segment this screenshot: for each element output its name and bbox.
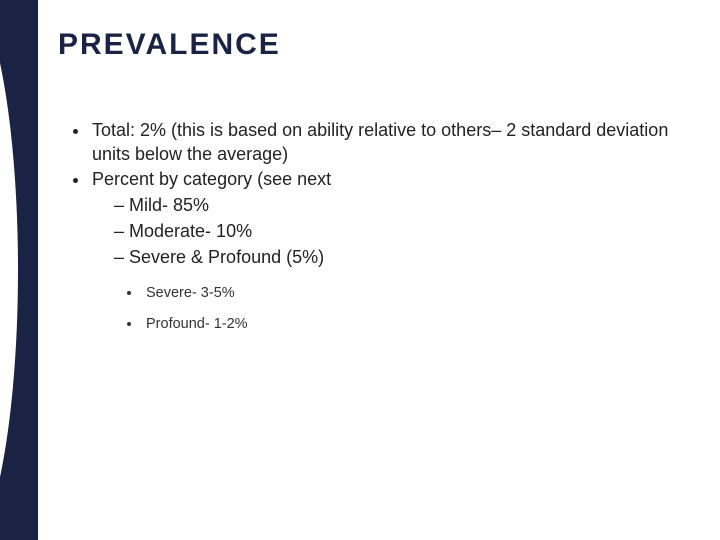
left-accent-stripe	[0, 0, 38, 540]
slide-title: PREVALENCE	[58, 28, 690, 62]
dash-list: Mild- 85% Moderate- 10% Severe & Profoun…	[92, 193, 690, 270]
bullet-total: Total: 2% (this is based on ability rela…	[90, 118, 690, 167]
inner-bullet-list: Severe- 3-5% Profound- 1-2%	[92, 284, 690, 335]
inner-severe: Severe- 3-5%	[142, 284, 690, 304]
inner-profound: Profound- 1-2%	[142, 315, 690, 335]
bullet-percent-category-text: Percent by category (see next	[92, 167, 690, 191]
dash-mild: Mild- 85%	[114, 193, 690, 217]
slide-content: PREVALENCE Total: 2% (this is based on a…	[58, 28, 690, 369]
dash-moderate: Moderate- 10%	[114, 219, 690, 243]
bullet-list-level1: Total: 2% (this is based on ability rela…	[58, 118, 690, 335]
dash-severe-profound: Severe & Profound (5%)	[114, 245, 690, 269]
bullet-percent-category: Percent by category (see next Mild- 85% …	[90, 167, 690, 335]
